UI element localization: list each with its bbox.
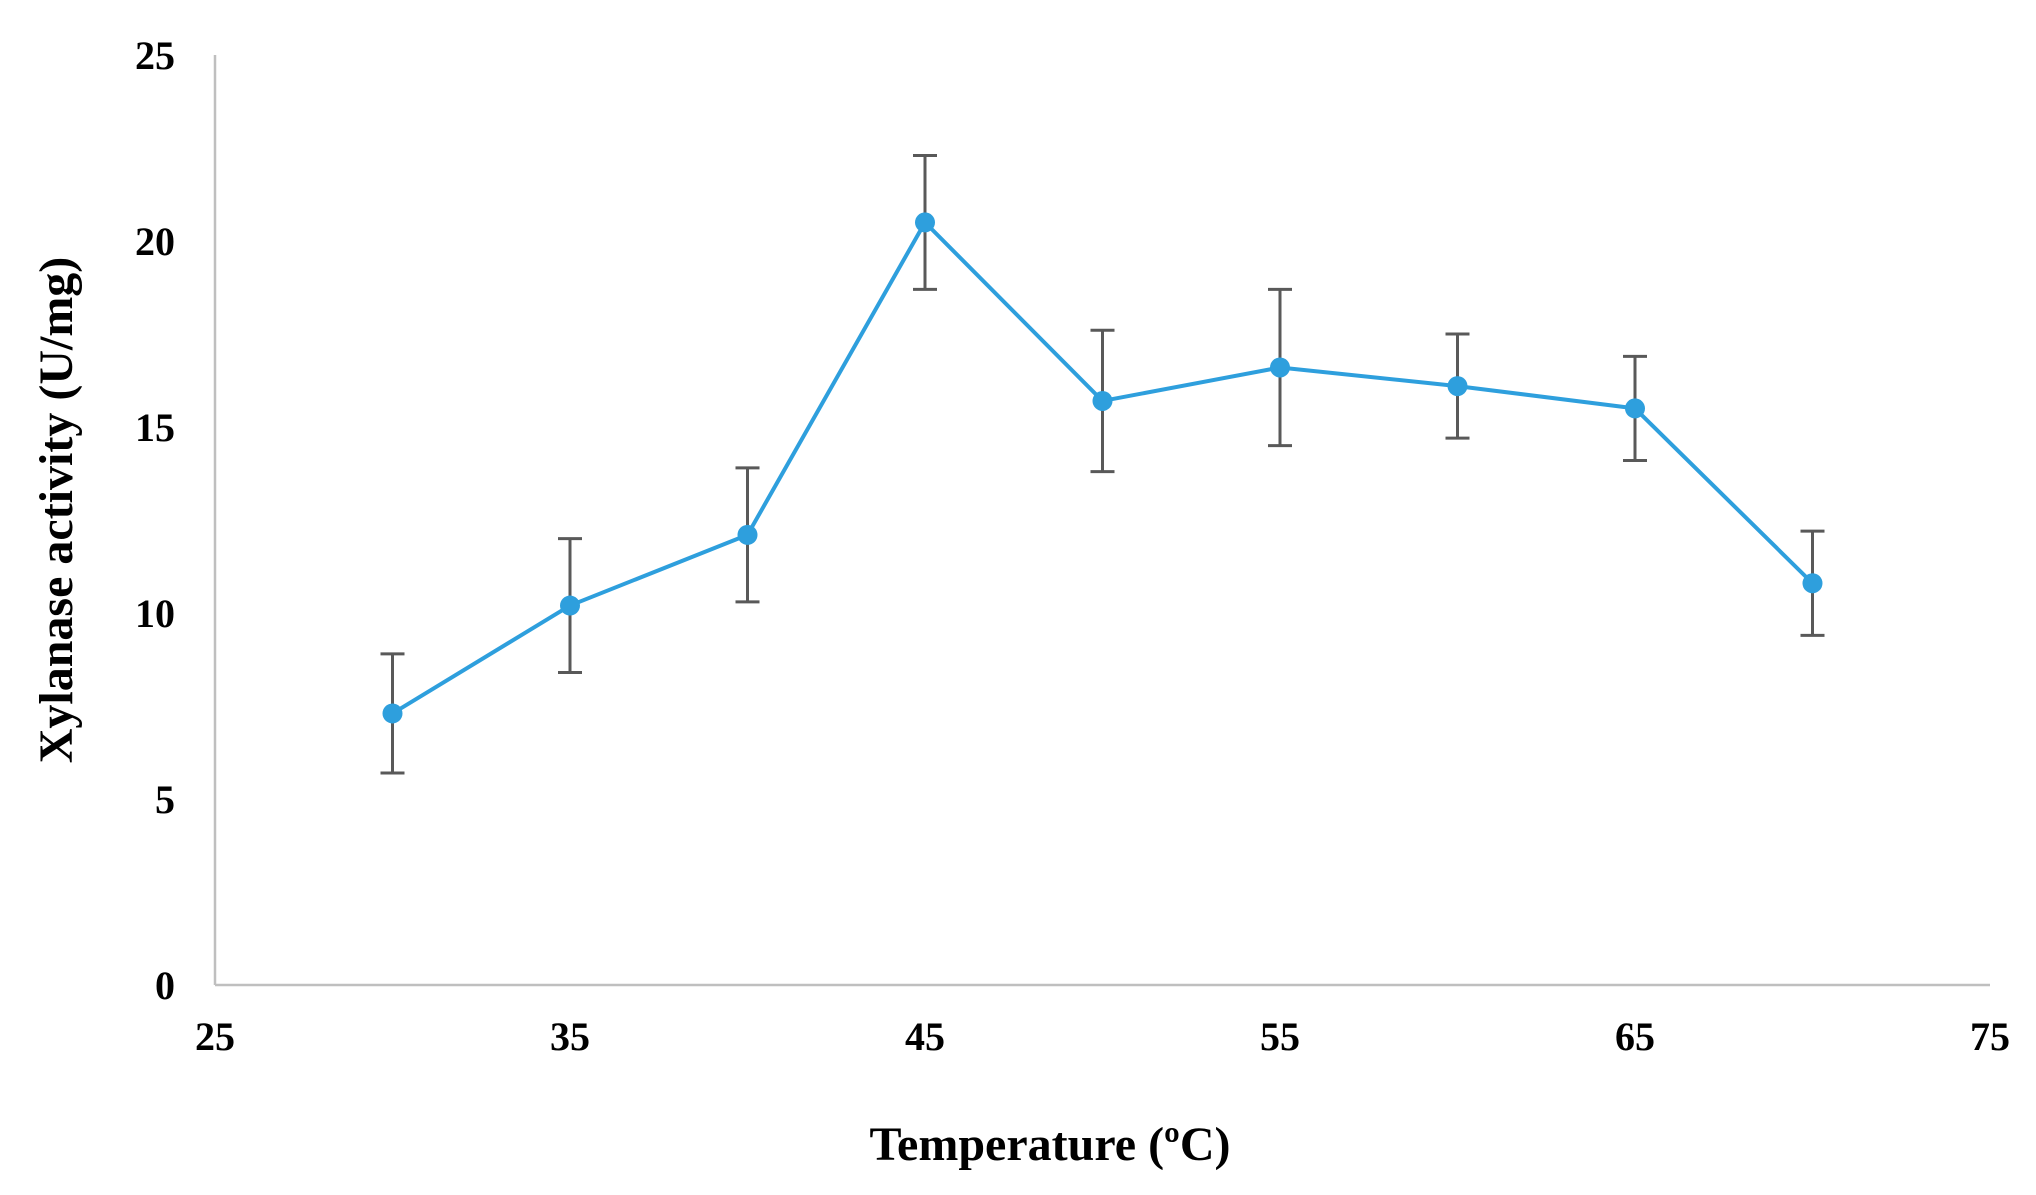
data-point xyxy=(1270,357,1290,378)
x-tick-label: 55 xyxy=(1260,1014,1300,1059)
data-point xyxy=(1625,398,1645,419)
data-points xyxy=(382,212,1823,724)
data-point xyxy=(1092,390,1113,411)
error-bars xyxy=(380,153,1825,775)
data-point xyxy=(1802,573,1823,594)
y-tick-label: 0 xyxy=(155,963,175,1008)
x-tick-label: 25 xyxy=(195,1014,235,1059)
data-point xyxy=(737,524,758,545)
x-tick-label: 75 xyxy=(1970,1014,2010,1059)
data-point xyxy=(915,212,935,233)
y-tick-label: 15 xyxy=(135,405,175,450)
data-point xyxy=(1447,376,1468,397)
data-point xyxy=(560,595,580,616)
y-tick-label: 5 xyxy=(155,777,175,822)
data-point xyxy=(382,703,403,724)
axes xyxy=(213,55,1990,987)
tick-labels: 0 5 10 15 20 25 25 35 45 55 65 75 xyxy=(135,33,2010,1059)
y-tick-label: 10 xyxy=(135,591,175,636)
y-tick-label: 20 xyxy=(135,219,175,264)
x-tick-label: 45 xyxy=(905,1014,945,1059)
x-axis-title: Temperature (ºC) xyxy=(869,1118,1230,1171)
y-axis-title: Xylanase activity (U/mg) xyxy=(30,257,83,764)
x-tick-label: 65 xyxy=(1615,1014,1655,1059)
x-tick-label: 35 xyxy=(550,1014,590,1059)
y-tick-label: 25 xyxy=(135,33,175,78)
